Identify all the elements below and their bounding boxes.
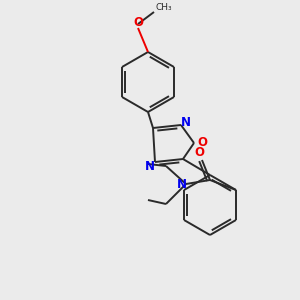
Text: O: O: [194, 146, 204, 160]
Text: CH₃: CH₃: [156, 4, 172, 13]
Text: O: O: [133, 16, 143, 28]
Text: N: N: [145, 160, 155, 172]
Text: N: N: [177, 178, 187, 190]
Text: O: O: [197, 136, 207, 149]
Text: N: N: [181, 116, 191, 128]
